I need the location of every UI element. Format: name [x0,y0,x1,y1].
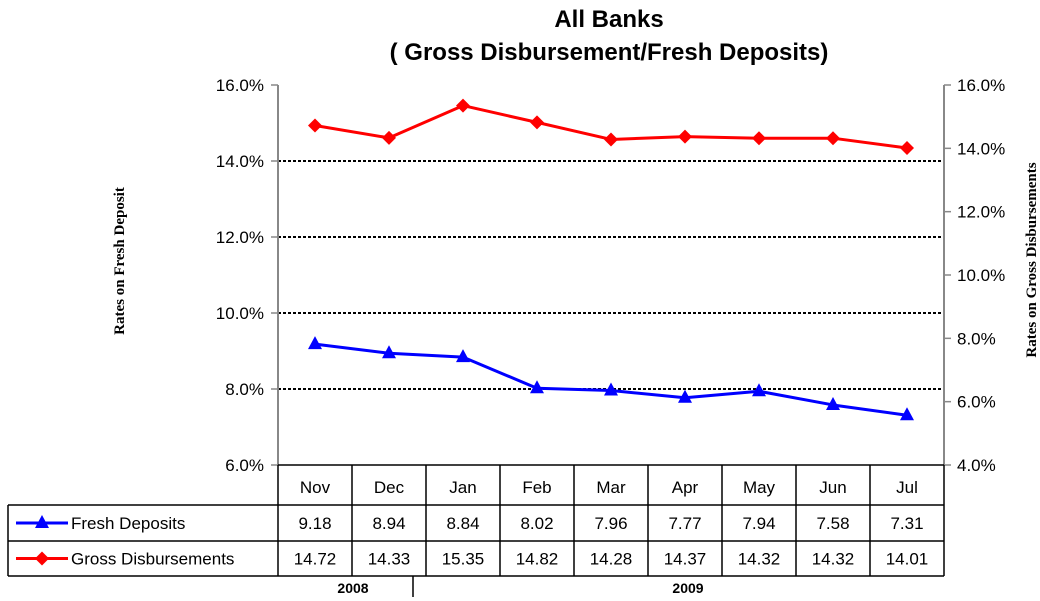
fresh-deposits-data-label: 7.31 [890,514,923,533]
fresh-deposits-point [456,349,470,363]
right-tick-label: 12.0% [957,203,1005,222]
gross-disbursements-data-label: 14.32 [812,550,855,569]
fresh-deposits-line [314,342,908,417]
right-tick-label: 4.0% [957,456,996,475]
gross-disbursements-data-label: 14.01 [886,550,929,569]
fresh-deposits-legend-marker [35,515,49,528]
chart-subtitle: ( Gross Disbursement/Fresh Deposits) [390,39,829,66]
gross-disbursements-point [900,141,914,156]
gross-disbursements-legend-label: Gross Disbursements [71,550,234,569]
gross-disbursements-point [826,131,840,146]
x-tick-label: Jul [896,478,918,497]
right-tick-label: 10.0% [957,266,1005,285]
fresh-deposits-point [604,382,618,396]
x-tick-label: Apr [672,478,699,497]
fresh-deposits-point [678,389,692,403]
left-tick-label: 16.0% [216,76,264,95]
right-axis-ticks: 4.0% 6.0% 8.0% 10.0% 12.0% 14.0% 16.0% [944,76,1005,475]
left-tick-label: 8.0% [225,380,264,399]
fresh-deposits-data-label: 8.02 [520,514,553,533]
x-tick-label: Dec [374,478,405,497]
left-tick-label: 14.0% [216,152,264,171]
chart-title: All Banks [554,6,663,33]
gross-disbursements-point [530,115,544,130]
right-tick-label: 8.0% [957,329,996,348]
x-tick-label: Jan [449,478,476,497]
gross-disbursements-point [456,98,470,113]
x-tick-label: Jun [819,478,846,497]
gross-disbursements-point [382,130,396,145]
left-axis-label: Rates on Fresh Deposit [112,187,128,335]
series-lines [308,98,914,421]
x-tick-label: May [743,478,776,497]
fresh-deposits-data-label: 8.84 [446,514,479,533]
right-axis-label: Rates on Gross Disbursements [1024,162,1040,357]
x-tick-label: Feb [522,478,551,497]
gross-disbursements-data-label: 14.33 [368,550,411,569]
year-label: 2008 [337,580,368,596]
gross-disbursements-legend-marker [35,551,49,566]
gridlines [278,160,944,390]
fresh-deposits-data-label: 7.77 [668,514,701,533]
x-tick-label: Nov [300,478,331,497]
right-tick-label: 14.0% [957,139,1005,158]
fresh-deposits-point [752,383,766,397]
left-axis-ticks: 6.0% 8.0% 10.0% 12.0% 14.0% 16.0% [216,76,278,475]
gross-disbursements-data-label: 14.72 [294,550,337,569]
gross-disbursements-point [678,129,692,144]
fresh-deposits-legend-label: Fresh Deposits [71,514,185,533]
year-label: 2009 [672,580,703,596]
fresh-deposits-point [382,345,396,359]
gross-disbursements-data-label: 14.32 [738,550,781,569]
fresh-deposits-point [826,396,840,410]
gross-disbursements-data-label: 14.28 [590,550,633,569]
year-labels: 2008 2009 [337,576,704,597]
fresh-deposits-point [900,407,914,421]
right-tick-label: 6.0% [957,393,996,412]
fresh-deposits-data-label: 7.94 [742,514,775,533]
fresh-deposits-data-label: 7.58 [816,514,849,533]
fresh-deposits-data-label: 7.96 [594,514,627,533]
gross-disbursements-point [752,131,766,146]
gross-disbursements-data-label: 14.37 [664,550,707,569]
left-tick-label: 12.0% [216,228,264,247]
fresh-deposits-data-label: 8.94 [372,514,405,533]
data-table: Nov Dec Jan Feb Mar Apr May Jun Jul Fresh Deposit… [7,465,945,577]
gross-disbursements-data-label: 15.35 [442,550,485,569]
left-tick-label: 6.0% [225,456,264,475]
fresh-deposits-point [530,380,544,394]
gross-disbursements-point [308,118,322,133]
fresh-deposits-data-label: 9.18 [298,514,331,533]
right-tick-label: 16.0% [957,76,1005,95]
gross-disbursements-data-label: 14.82 [516,550,559,569]
gross-disbursements-point [604,132,618,147]
fresh-deposits-point [308,336,322,350]
x-tick-label: Mar [596,478,626,497]
left-tick-label: 10.0% [216,304,264,323]
